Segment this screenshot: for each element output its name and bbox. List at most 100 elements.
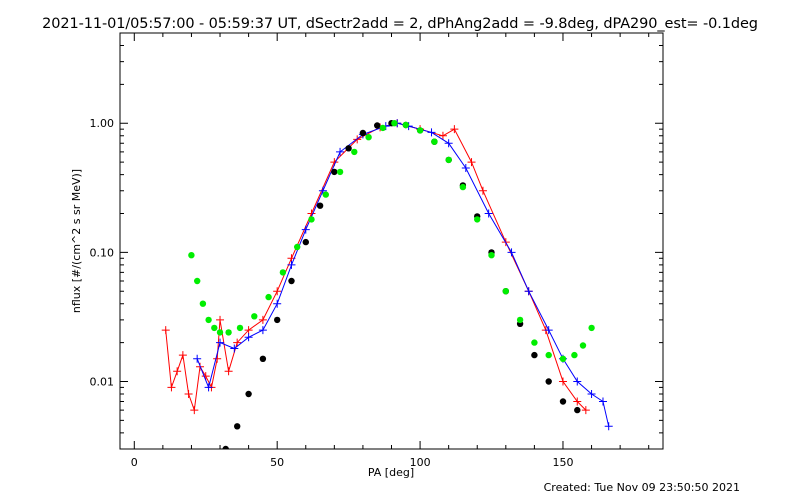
blue-data-point bbox=[444, 139, 453, 148]
y-tick-label: 0.01 bbox=[90, 375, 115, 388]
green-fit-point bbox=[516, 316, 524, 324]
green-fit-point bbox=[559, 355, 567, 362]
y-tick-label: 1.00 bbox=[90, 117, 115, 130]
red-data-point bbox=[450, 125, 459, 134]
black-fit-point bbox=[288, 277, 295, 285]
red-data-point bbox=[573, 397, 582, 406]
green-fit-point bbox=[474, 216, 481, 223]
plot-border bbox=[119, 32, 664, 450]
black-fit-point bbox=[234, 423, 241, 430]
green-fit-point bbox=[308, 216, 315, 223]
red-data-point bbox=[233, 338, 242, 347]
y-tick-label: 0.10 bbox=[90, 246, 115, 259]
red-data-point bbox=[213, 354, 222, 363]
green-fit-point bbox=[265, 293, 272, 301]
black-fit-point bbox=[559, 398, 567, 405]
red-data-point bbox=[258, 315, 267, 324]
red-data-point bbox=[201, 372, 210, 381]
green-fit-point bbox=[225, 329, 232, 336]
x-tick-label: 100 bbox=[410, 456, 431, 469]
red-series-line bbox=[165, 122, 587, 411]
red-data-point bbox=[273, 287, 282, 296]
red-data-point bbox=[581, 406, 590, 415]
y-axis-label: nflux [#/(cm^2 s sr MeV)] bbox=[70, 169, 83, 313]
axes: 0 50 100 150 0.01 0.10 1.00 bbox=[90, 32, 663, 469]
red-data-point bbox=[558, 377, 567, 386]
blue-data-point bbox=[204, 383, 213, 392]
created-timestamp: Created: Tue Nov 09 23:50:50 2021 bbox=[543, 481, 740, 494]
red-data-point bbox=[244, 326, 253, 335]
blue-data-point bbox=[301, 225, 310, 234]
black-fit-point bbox=[245, 390, 252, 398]
green-fit-point bbox=[488, 252, 495, 259]
red-data-point bbox=[224, 367, 233, 376]
blue-data-point bbox=[273, 299, 282, 308]
blue-data-point bbox=[507, 248, 516, 257]
x-tick-label: 0 bbox=[131, 456, 138, 469]
blue-data-point bbox=[544, 326, 553, 335]
green-fit-point bbox=[365, 134, 372, 141]
red-data-point bbox=[173, 367, 182, 376]
green-fit-point bbox=[391, 120, 398, 127]
black-fit-point bbox=[222, 445, 229, 449]
black-fit-point bbox=[574, 406, 581, 414]
green-fit-point bbox=[445, 156, 452, 164]
x-tick-label: 150 bbox=[552, 456, 573, 469]
blue-data-point bbox=[484, 209, 493, 218]
red-data-point bbox=[190, 406, 199, 415]
red-series bbox=[161, 119, 590, 415]
blue-data-point bbox=[524, 287, 533, 296]
green-fit-point bbox=[379, 124, 387, 132]
green-fit-point bbox=[588, 324, 595, 332]
red-data-point bbox=[161, 326, 170, 335]
blue-data-point bbox=[230, 344, 239, 353]
green-fit-point bbox=[502, 288, 509, 295]
green-fit-point bbox=[251, 313, 258, 320]
black-fit-point bbox=[259, 355, 267, 362]
green-fit-point bbox=[236, 324, 244, 332]
blue-data-point bbox=[604, 422, 613, 431]
blue-data-point bbox=[216, 338, 225, 347]
green-fit-point bbox=[545, 351, 552, 359]
green-fit-point bbox=[216, 329, 224, 336]
plot-area bbox=[119, 32, 664, 450]
green-fit-point bbox=[336, 168, 344, 176]
green-fit-point bbox=[199, 300, 207, 307]
red-data-point bbox=[178, 351, 187, 360]
green-fit-point bbox=[279, 269, 287, 276]
black-fit-point bbox=[359, 129, 367, 137]
green-fit-point bbox=[402, 121, 409, 129]
data-marks bbox=[161, 119, 613, 449]
green-fit-point bbox=[351, 148, 358, 156]
chart-title: 2021-11-01/05:57:00 - 05:59:37 UT, dSect… bbox=[42, 16, 758, 32]
blue-data-point bbox=[258, 326, 267, 335]
blue-data-point bbox=[598, 397, 607, 406]
blue-data-point bbox=[573, 377, 582, 386]
green-fit-point bbox=[571, 351, 578, 359]
black-fit-point bbox=[374, 122, 381, 129]
blue-data-point bbox=[244, 333, 253, 342]
black-fit-point bbox=[531, 351, 538, 359]
green-fit-point bbox=[294, 243, 301, 251]
red-data-point bbox=[478, 186, 487, 195]
green-fit-point bbox=[194, 277, 201, 285]
blue-data-point bbox=[336, 147, 345, 156]
green-fit-point bbox=[416, 127, 424, 134]
green-series bbox=[188, 120, 595, 362]
x-axis-label: PA [deg] bbox=[368, 466, 414, 479]
green-fit-point bbox=[205, 316, 212, 324]
black-fit-point bbox=[302, 238, 309, 246]
green-fit-point bbox=[188, 252, 195, 259]
black-fit-point bbox=[345, 145, 352, 152]
black-fit-point bbox=[316, 202, 324, 209]
black-fit-point bbox=[274, 316, 281, 324]
green-fit-point bbox=[459, 183, 467, 191]
blue-data-point bbox=[287, 260, 296, 269]
green-fit-point bbox=[431, 138, 438, 145]
green-fit-point bbox=[579, 342, 587, 349]
blue-data-point bbox=[193, 354, 202, 363]
black-fit-point bbox=[545, 378, 552, 385]
red-data-point bbox=[184, 390, 193, 398]
red-data-point bbox=[216, 315, 225, 324]
